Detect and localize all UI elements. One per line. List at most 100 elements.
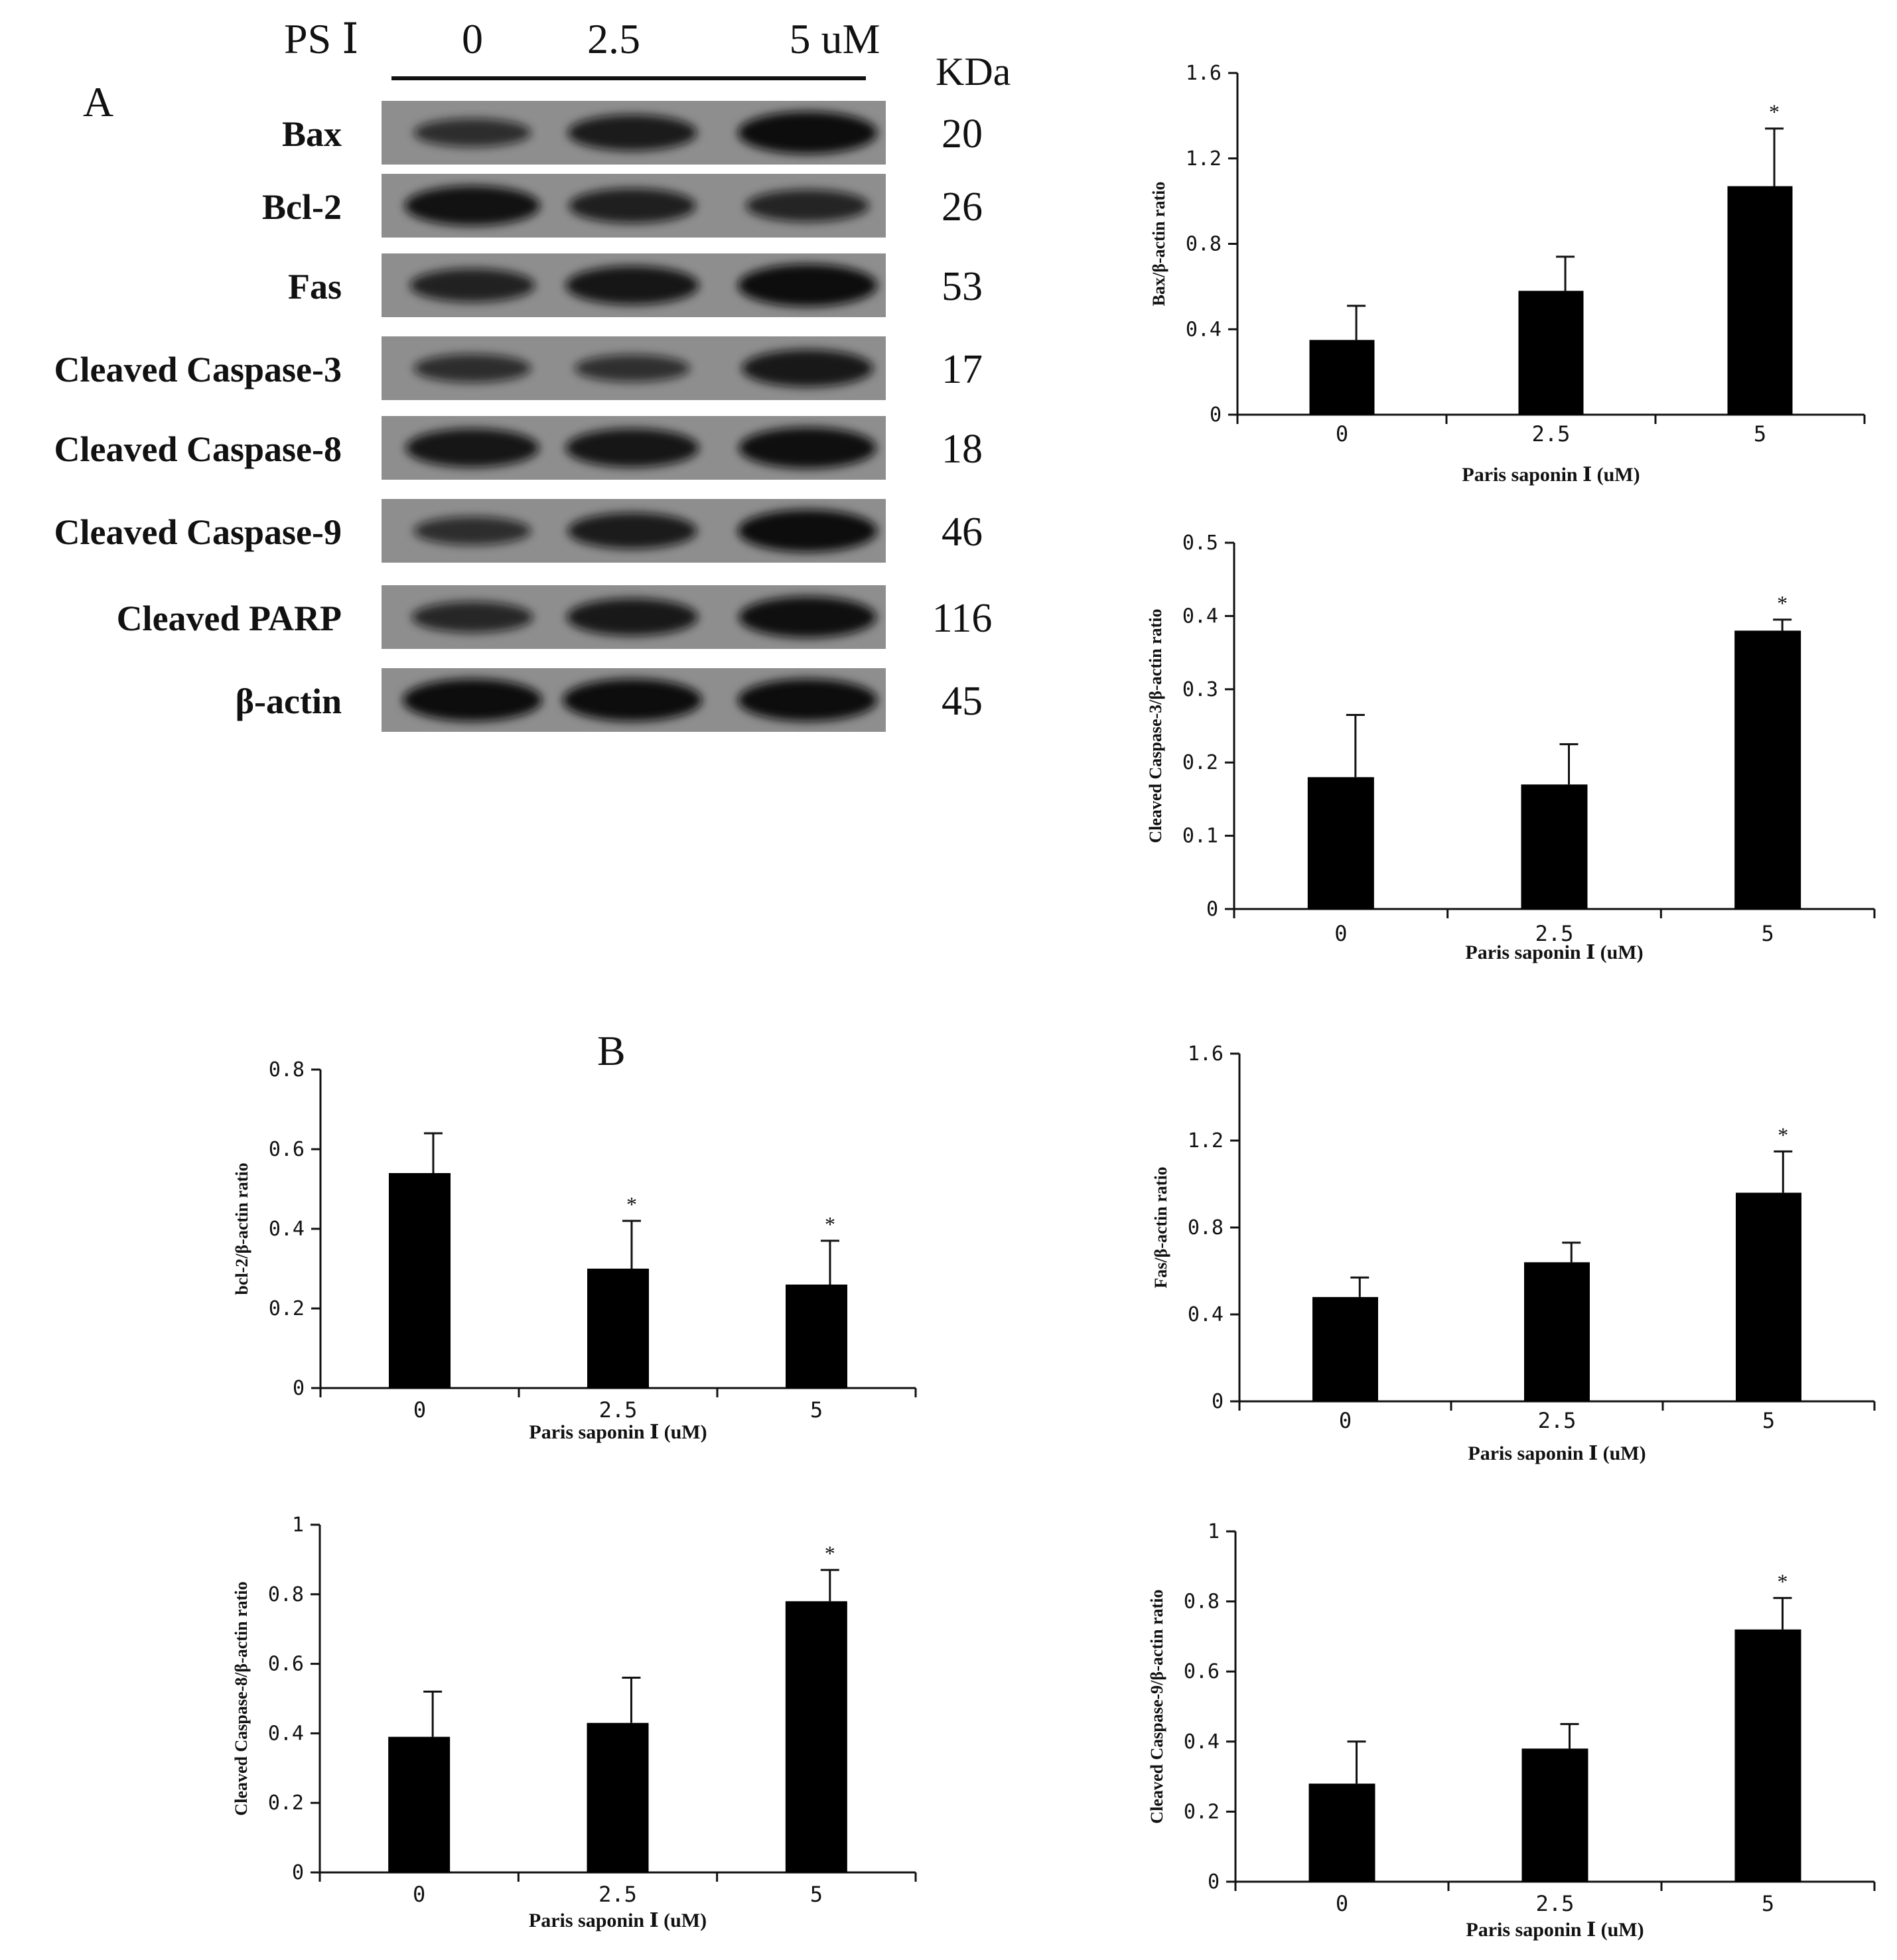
y-tick-label: 0 [1208,1870,1220,1894]
protein-label: Cleaved PARP [117,598,342,638]
y-tick-label: 1 [292,1513,304,1537]
bar [587,1269,649,1388]
band-lane-1 [575,354,690,382]
chart-cleaved-caspase-8: 0 0.2 0.4 0.6 0.8 1 0 2.5 * 5 Paris saponin Ⅰ (uM)… [232,1513,917,1931]
x-tick-label: 0 [1339,1408,1352,1433]
bar [1521,784,1588,909]
band-lane-1 [567,512,697,549]
bar [786,1285,847,1388]
kda-value: 17 [942,347,983,392]
bar [1518,291,1584,415]
x-tick-label: 5 [1762,921,1774,946]
y-tick-label: 0.4 [1184,1730,1220,1754]
y-axis-title: Bax/β-actin ratio [1149,182,1168,307]
band-lane-2 [742,349,873,387]
significance-marker: * [1769,100,1780,124]
x-tick-label: 0 [1336,421,1348,447]
blot-row-cleaved-caspase-9: Cleaved Caspase-9 46 [54,499,983,563]
x-tick-label: 5 [1754,421,1766,447]
y-tick-label: 0.8 [1188,1216,1224,1239]
protein-label: Bcl-2 [262,187,342,227]
y-axis-title: Fas/β-actin ratio [1151,1166,1170,1288]
kda-value: 46 [942,510,983,555]
blot-row-cleaved-caspase-8: Cleaved Caspase-8 18 [54,416,983,480]
y-axis-title: Cleaved Caspase-8/β-actin ratio [232,1581,251,1815]
x-axis-title: Paris saponin Ⅰ (uM) [529,1421,707,1443]
chart-fas: 0 0.4 0.8 1.2 1.6 0 2.5 * 5 Paris saponin Ⅰ (uM) F… [1151,1042,1876,1464]
y-tick-label: 0.8 [1186,233,1222,256]
band-lane-0 [413,118,531,147]
x-tick-label: 2.5 [1532,421,1571,447]
y-tick-label: 0.2 [1182,751,1218,774]
bar [1521,1748,1588,1882]
blot-row-cleaved-parp: Cleaved PARP 116 [117,585,992,649]
band-lane-0 [403,679,542,721]
protein-label: Cleaved Caspase-8 [54,429,342,469]
y-tick-label: 0.6 [1184,1660,1220,1683]
y-tick-label: 0.4 [269,1218,305,1241]
x-axis-title: Paris saponin Ⅰ (uM) [1466,1919,1644,1941]
treatment-label: PS Ⅰ [284,15,358,62]
x-tick-label: 5 [810,1882,823,1907]
protein-label: Cleaved Caspase-9 [54,512,342,552]
bar [389,1173,451,1388]
band-lane-1 [567,114,697,151]
chart-bcl-2: 0 0.2 0.4 0.6 0.8 0 * 2.5 * 5 Paris saponin Ⅰ (uM)… [232,1058,917,1443]
band-lane-0 [413,516,531,545]
chart-cleaved-caspase-9: 0 0.2 0.4 0.6 0.8 1 0 2.5 * 5 Paris saponin Ⅰ (uM)… [1147,1520,1876,1941]
y-tick-label: 0.2 [1184,1800,1220,1823]
y-tick-label: 0 [293,1377,305,1400]
bar [1307,777,1374,909]
bar [1524,1262,1590,1401]
y-tick-label: 0 [1210,403,1222,427]
band-lane-1 [565,265,699,305]
bar [1308,1784,1375,1882]
x-tick-label: 2.5 [599,1397,638,1423]
y-tick-label: 0 [1212,1390,1224,1413]
blot-row-bax: Bax 20 [282,101,983,165]
y-tick-label: 1.2 [1188,1129,1224,1153]
band-lane-2 [738,510,877,552]
band-lane-0 [413,354,531,383]
x-tick-label: 0 [1334,921,1347,946]
significance-marker: * [825,1212,835,1236]
significance-marker: * [1778,1123,1788,1147]
y-tick-label: 0.5 [1182,531,1218,555]
x-tick-label: 0 [413,1397,426,1423]
significance-marker: * [626,1192,637,1216]
x-tick-label: 2.5 [1536,1891,1575,1916]
bar [1734,1629,1801,1882]
band-lane-0 [405,428,539,468]
protein-label: Cleaved Caspase-3 [54,350,342,389]
significance-marker: * [1777,591,1788,615]
y-tick-label: 1.2 [1186,147,1222,171]
y-axis-title: Cleaved Caspase-9/β-actin ratio [1147,1589,1166,1823]
y-tick-label: 0 [292,1861,304,1884]
band-lane-2 [738,596,877,638]
y-tick-label: 0.2 [268,1791,304,1815]
protein-label: Bax [282,114,342,154]
bar [388,1736,451,1872]
lane-label-1: 2.5 [587,15,640,62]
x-tick-label: 2.5 [1535,921,1574,946]
x-axis-title: Paris saponin Ⅰ (uM) [1462,464,1640,486]
band-lane-2 [738,679,877,721]
y-tick-label: 0.6 [269,1138,305,1161]
x-tick-label: 0 [413,1882,425,1907]
band-lane-2 [738,111,877,154]
bar [1734,630,1801,909]
band-lane-2 [738,427,877,469]
x-tick-label: 5 [1762,1891,1774,1916]
x-axis-title: Paris saponin Ⅰ (uM) [1465,942,1643,963]
y-tick-label: 0.4 [1188,1303,1224,1326]
y-tick-label: 0.8 [268,1583,304,1606]
kda-value: 18 [942,427,983,472]
band-lane-0 [411,601,533,633]
band-lane-1 [565,428,699,468]
bar [1312,1296,1378,1401]
chart-bax: 0 0.4 0.8 1.2 1.6 0 2.5 * 5 Paris saponin Ⅰ (uM) B… [1149,62,1866,486]
y-tick-label: 0.8 [1184,1590,1220,1614]
band-lane-1 [567,598,698,636]
x-tick-label: 2.5 [598,1882,637,1907]
